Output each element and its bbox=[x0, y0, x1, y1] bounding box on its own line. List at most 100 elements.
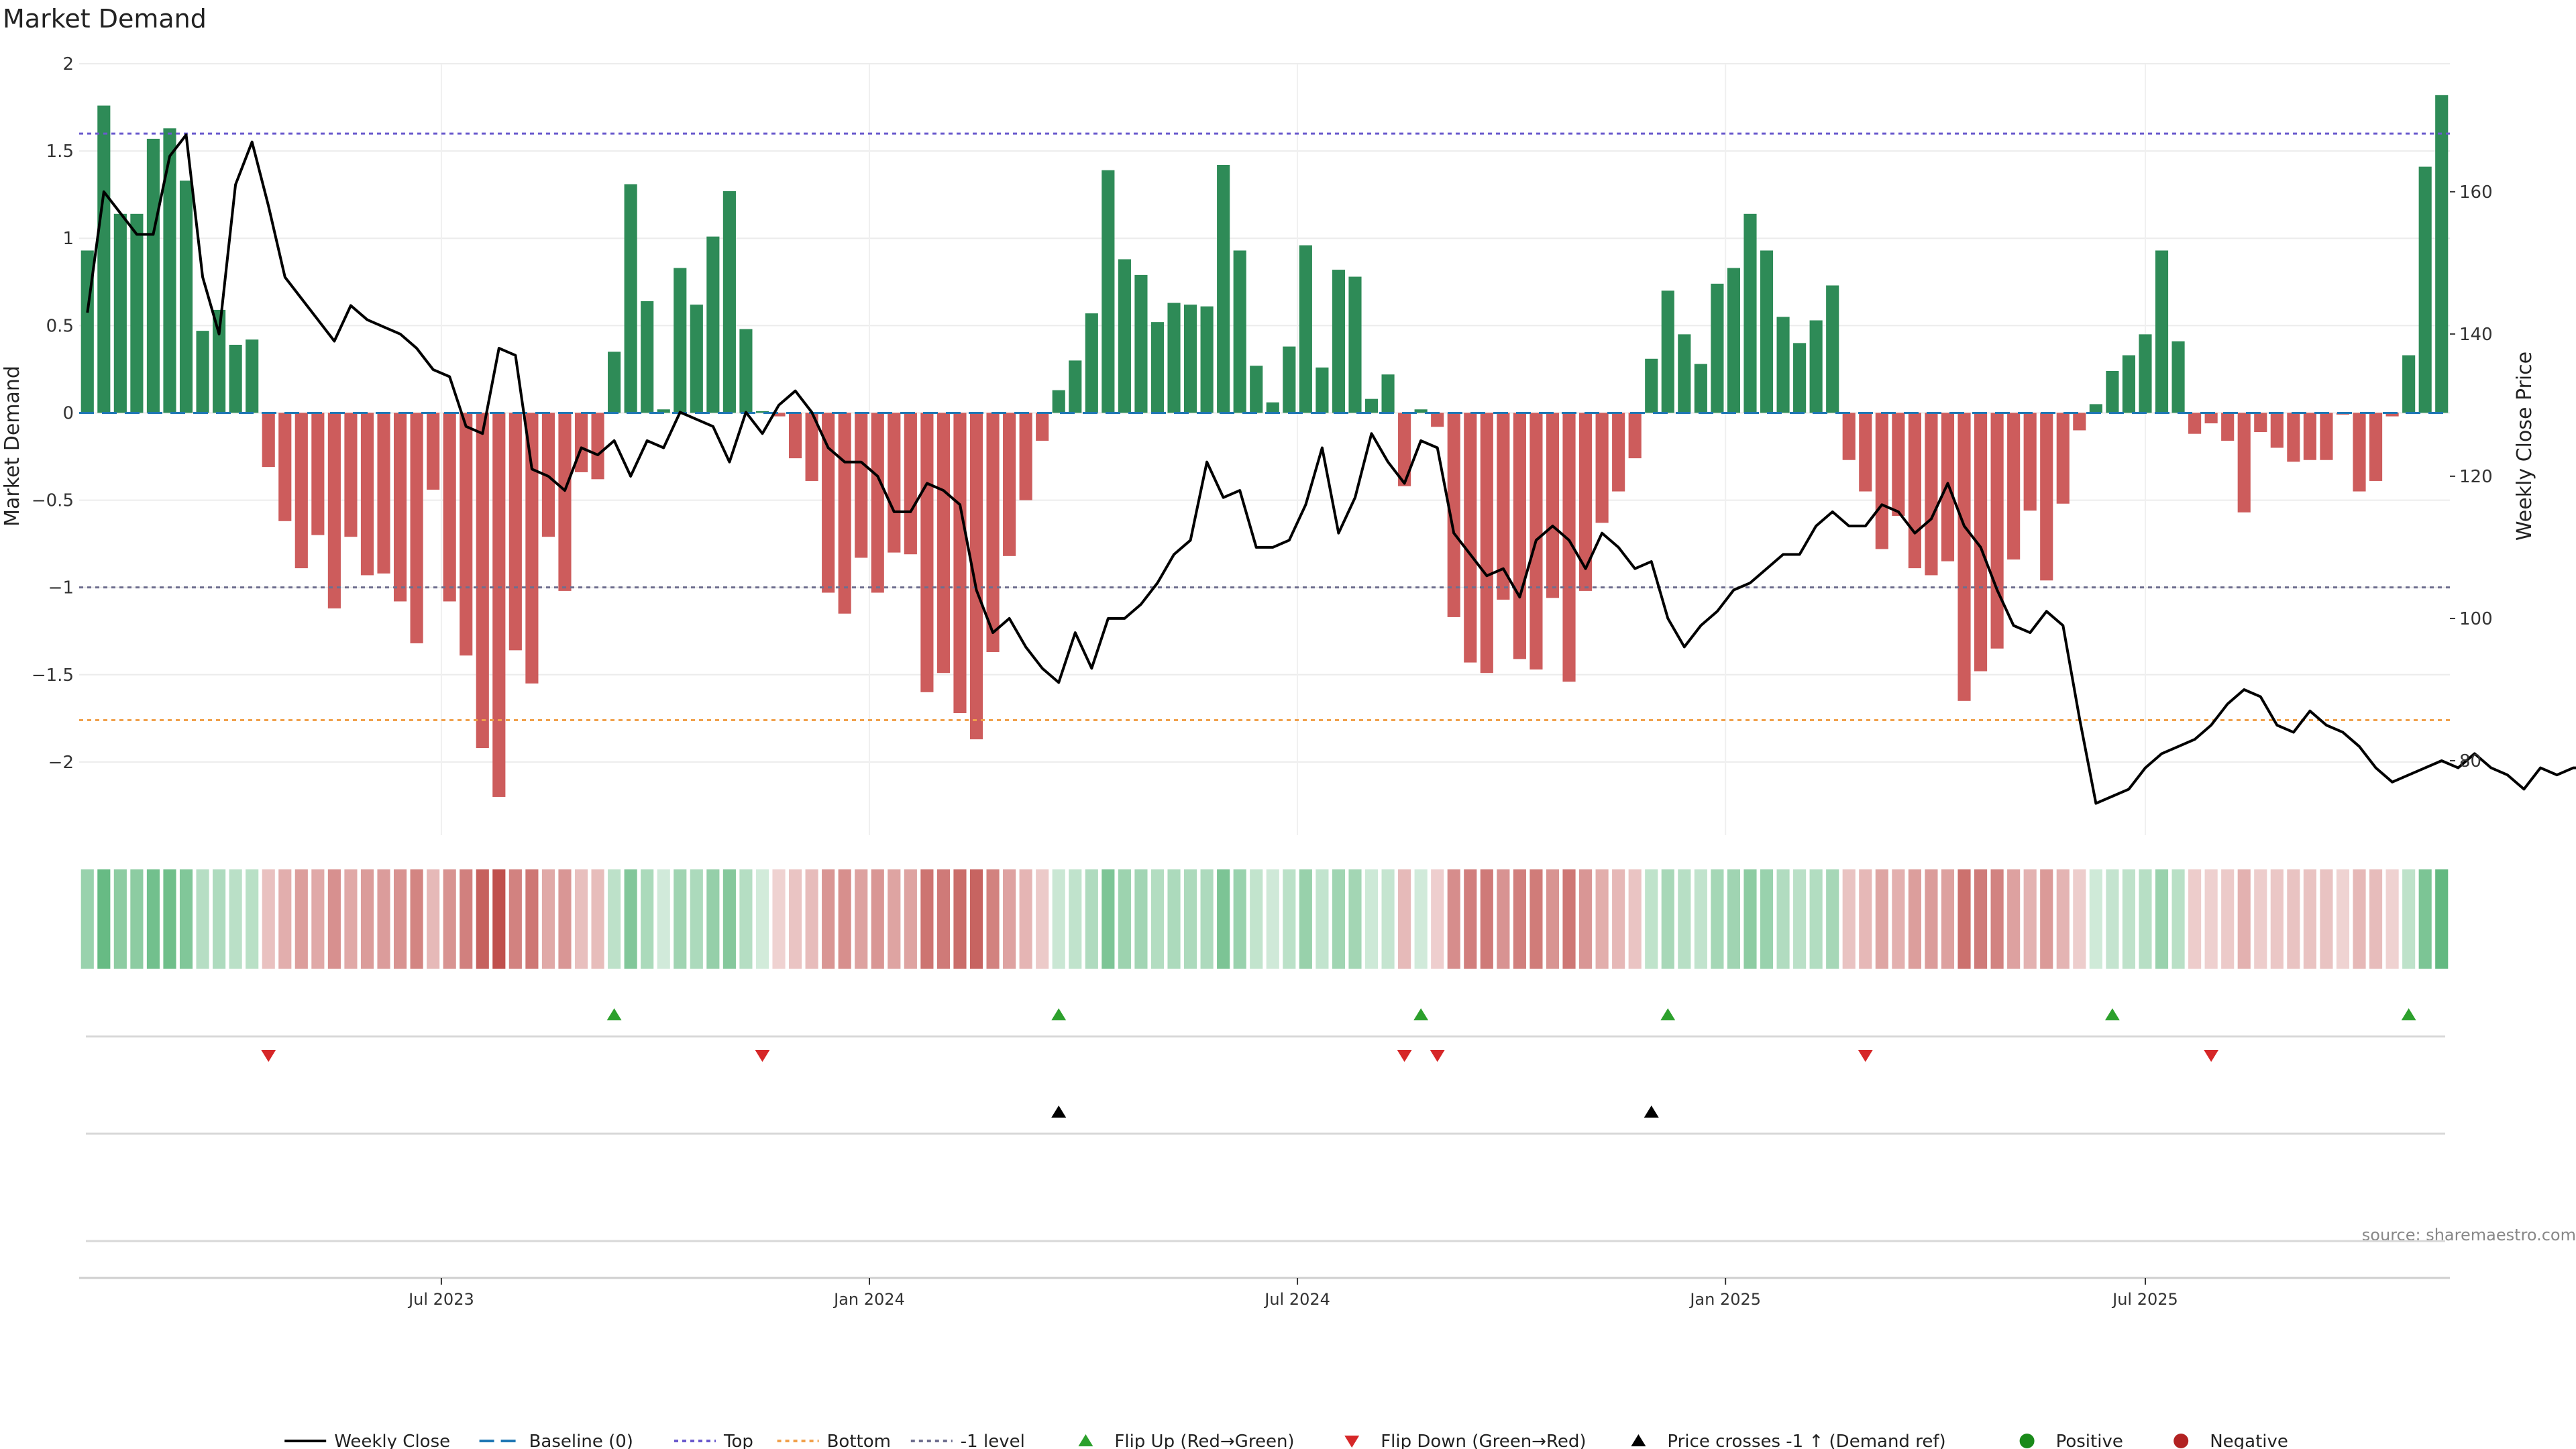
heat-strip-cell bbox=[1069, 869, 1082, 969]
heat-strip-cell bbox=[246, 869, 259, 969]
heat-strip-cell bbox=[1809, 869, 1823, 969]
flip-down-marker bbox=[2204, 1050, 2219, 1062]
flip-down-marker bbox=[1858, 1050, 1873, 1062]
demand-bar-positive bbox=[1332, 270, 1346, 413]
heat-strip-cell bbox=[641, 869, 654, 969]
heat-strip-cell bbox=[2435, 869, 2449, 969]
heat-strip-cell bbox=[2320, 869, 2333, 969]
demand-bar-positive bbox=[1414, 409, 1428, 413]
flip-up-marker bbox=[2104, 1008, 2120, 1020]
demand-bar-negative bbox=[1464, 413, 1477, 663]
heat-strip-cell bbox=[1711, 869, 1724, 969]
y-tick-label: 0 bbox=[62, 403, 74, 423]
demand-bar-negative bbox=[1497, 413, 1510, 600]
heat-strip-cell bbox=[97, 869, 111, 969]
demand-bar-positive bbox=[1776, 317, 1790, 413]
y-tick-label: −1 bbox=[48, 578, 74, 598]
heat-strip-cell bbox=[2402, 869, 2416, 969]
y-tick-label: 1.5 bbox=[46, 142, 74, 162]
x-tick-label: Jan 2025 bbox=[1688, 1290, 1761, 1309]
legend-label-minus_one: -1 level bbox=[961, 1432, 1025, 1449]
heat-strip-cell bbox=[772, 869, 786, 969]
heat-strip-cell bbox=[2287, 869, 2300, 969]
demand-bar-negative bbox=[1447, 413, 1460, 617]
demand-bar-positive bbox=[1661, 290, 1674, 413]
demand-bar-negative bbox=[476, 413, 489, 749]
demand-bar-negative bbox=[2385, 413, 2399, 417]
heat-strip-cell bbox=[476, 869, 489, 969]
demand-bar-negative bbox=[2369, 413, 2383, 481]
demand-bar-negative bbox=[2353, 413, 2366, 492]
y2-tick-label: 140 bbox=[2459, 325, 2493, 345]
heat-strip-cell bbox=[1332, 869, 1346, 969]
heat-strip-cell bbox=[1743, 869, 1757, 969]
demand-bar-negative bbox=[525, 413, 539, 684]
demand-bar-negative bbox=[278, 413, 292, 521]
heat-strip-cell bbox=[1908, 869, 1921, 969]
demand-bar-negative bbox=[1925, 413, 1938, 576]
demand-bar-positive bbox=[706, 236, 720, 413]
heat-strip-cell bbox=[1678, 869, 1691, 969]
demand-bar-positive bbox=[2155, 250, 2169, 413]
heat-strip-cell bbox=[1250, 869, 1263, 969]
demand-bar-positive bbox=[641, 301, 654, 413]
demand-bar-negative bbox=[2023, 413, 2037, 511]
demand-bar-negative bbox=[953, 413, 967, 714]
demand-bar-negative bbox=[1019, 413, 1032, 500]
heat-strip-cell bbox=[294, 869, 308, 969]
demand-bar-positive bbox=[1250, 366, 1263, 413]
heat-strip-cell bbox=[1150, 869, 1165, 969]
heat-strip-cell bbox=[1036, 869, 1049, 969]
heat-strip-cell bbox=[393, 869, 407, 969]
chart-title: Market Demand bbox=[3, 4, 207, 34]
demand-bar-positive bbox=[1102, 170, 1115, 413]
heat-strip-cell bbox=[608, 869, 621, 969]
demand-bar-negative bbox=[2040, 413, 2053, 581]
x-tick-label: Jan 2024 bbox=[833, 1290, 905, 1309]
heat-strip-cell bbox=[953, 869, 967, 969]
demand-bar-positive bbox=[1200, 306, 1214, 413]
demand-bar-negative bbox=[1974, 413, 1988, 672]
heat-strip-cell bbox=[1875, 869, 1888, 969]
heat-strip-cell bbox=[904, 869, 917, 969]
heat-strip-cell bbox=[822, 869, 835, 969]
heat-strip-cell bbox=[1842, 869, 1856, 969]
demand-bar-negative bbox=[294, 413, 308, 569]
demand-bar-positive bbox=[1266, 402, 1279, 413]
heat-strip-cell bbox=[1299, 869, 1312, 969]
heat-strip-cell bbox=[2303, 869, 2316, 969]
heat-strip-cell bbox=[196, 869, 209, 969]
demand-bar-negative bbox=[1957, 413, 1971, 701]
demand-bar-negative bbox=[838, 413, 851, 614]
demand-bar-positive bbox=[1809, 320, 1823, 413]
demand-bar-negative bbox=[393, 413, 407, 602]
demand-bar-negative bbox=[1990, 413, 2004, 649]
demand-bar-positive bbox=[213, 309, 226, 413]
demand-bar-positive bbox=[113, 213, 127, 413]
demand-bar-positive bbox=[2139, 334, 2152, 413]
legend-label-positive: Positive bbox=[2056, 1432, 2123, 1449]
heat-strip-cell bbox=[1990, 869, 2004, 969]
demand-bar-positive bbox=[1743, 213, 1757, 413]
demand-bar-negative bbox=[262, 413, 275, 468]
heat-strip-cell bbox=[936, 869, 951, 969]
legend-label-baseline: Baseline (0) bbox=[529, 1432, 633, 1449]
demand-bar-negative bbox=[1562, 413, 1576, 682]
demand-bar-negative bbox=[1595, 413, 1609, 523]
heat-strip-cell bbox=[1316, 869, 1329, 969]
demand-bar-positive bbox=[163, 128, 176, 413]
heat-strip-cell bbox=[1414, 869, 1428, 969]
heat-strip-cell bbox=[2106, 869, 2119, 969]
flip-up-marker bbox=[1413, 1008, 1429, 1020]
demand-bar-negative bbox=[1036, 413, 1049, 441]
heat-strip-cell bbox=[855, 869, 868, 969]
price-cross-marker bbox=[1644, 1106, 1659, 1118]
legend-swatch-flip_down bbox=[1344, 1436, 1360, 1448]
demand-bar-negative bbox=[969, 413, 983, 740]
heat-strip-cell bbox=[1364, 869, 1379, 969]
y-axis-title: Market Demand bbox=[1, 366, 24, 527]
heat-strip-cell bbox=[888, 869, 901, 969]
demand-bar-negative bbox=[986, 413, 1000, 652]
heat-strip-cell bbox=[2089, 869, 2102, 969]
